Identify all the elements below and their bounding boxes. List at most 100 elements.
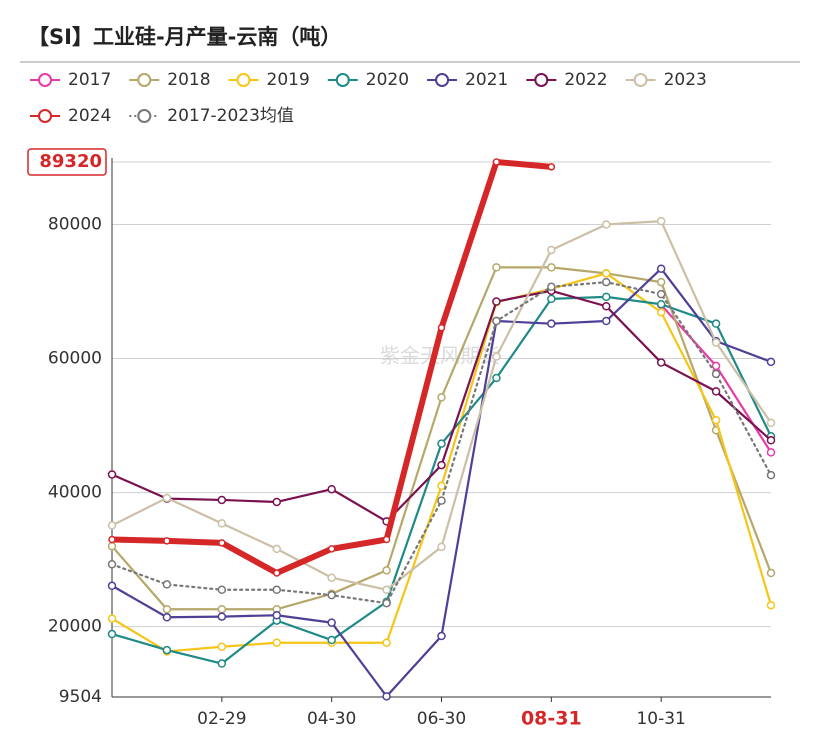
point (492, 158, 501, 166)
point (107, 521, 117, 530)
chart-title: 【SI】工业硅-月产量-云南（吨） (28, 25, 341, 49)
point (382, 598, 391, 608)
legend-icon (633, 73, 648, 87)
point (162, 604, 172, 614)
point (492, 352, 501, 361)
y-tick-label: 40000 (48, 483, 102, 503)
point (162, 645, 172, 655)
point (327, 635, 336, 645)
series-line (109, 159, 555, 577)
point (711, 338, 721, 347)
y-tick-label: 89320 (39, 151, 102, 172)
point (656, 299, 666, 309)
legend-label: 2024 (68, 106, 111, 126)
point (217, 659, 227, 668)
point (602, 220, 611, 229)
x-tick-label: 10-31 (636, 709, 685, 729)
point (656, 358, 666, 367)
x-tick-label: 06-30 (417, 709, 466, 729)
point (547, 263, 556, 272)
point (217, 585, 227, 595)
point (547, 319, 556, 328)
point (107, 629, 117, 639)
point (711, 369, 721, 379)
x-tick-label: 08-31 (521, 708, 582, 730)
point (492, 373, 501, 383)
point (217, 604, 227, 614)
point (602, 301, 611, 311)
point (766, 357, 776, 367)
point (656, 264, 666, 273)
legend-label: 2021 (465, 70, 508, 90)
point (382, 692, 391, 701)
point (437, 542, 446, 552)
point (327, 484, 336, 494)
point (217, 519, 227, 528)
legend-label: 2017 (68, 70, 111, 90)
point (382, 566, 391, 575)
point (107, 614, 117, 623)
point (162, 613, 172, 622)
x-tick-label: 04-30 (307, 709, 356, 729)
point (382, 535, 391, 544)
point (492, 263, 501, 272)
point (272, 585, 281, 595)
point (437, 460, 446, 470)
point (107, 560, 117, 569)
legend-label: 2017-2023均值 (167, 106, 294, 126)
legend-icon (137, 73, 152, 87)
point (766, 568, 776, 578)
point (217, 642, 227, 652)
x-tick-label: 02-29 (197, 709, 246, 729)
point (107, 541, 117, 551)
point (766, 448, 776, 457)
legend-icon (137, 109, 152, 123)
point (437, 631, 446, 641)
point (218, 539, 226, 547)
point (273, 569, 281, 577)
legend-icon (435, 73, 450, 87)
legend-icon (38, 73, 52, 87)
point (217, 612, 227, 621)
point (437, 323, 446, 332)
point (547, 245, 556, 255)
y-tick-label: 9504 (59, 687, 102, 707)
legend-icon (38, 109, 52, 123)
point (656, 216, 666, 226)
point (711, 319, 721, 328)
point (766, 470, 776, 480)
point (107, 581, 117, 591)
point (327, 545, 336, 553)
point (382, 638, 391, 647)
y-tick-label: 20000 (48, 617, 102, 637)
y-tick-label: 60000 (48, 349, 102, 369)
legend-icon (534, 73, 549, 87)
point (327, 573, 336, 582)
point (162, 580, 172, 589)
point (107, 470, 117, 479)
point (766, 600, 776, 610)
point (163, 537, 171, 545)
tick-highlight-box (27, 148, 107, 176)
legend-label: 2020 (366, 70, 409, 90)
legend-label: 2018 (167, 70, 210, 90)
legend-icon (335, 73, 350, 87)
point (602, 277, 611, 287)
point (437, 496, 446, 505)
point (492, 297, 501, 306)
point (547, 163, 556, 171)
point (272, 611, 281, 620)
point (437, 439, 446, 448)
point (382, 585, 391, 595)
point (437, 393, 446, 402)
point (272, 544, 281, 554)
y-tick-label: 80000 (48, 214, 102, 234)
legend-label: 2019 (267, 70, 310, 90)
point (547, 294, 556, 304)
point (272, 497, 281, 507)
point (656, 289, 666, 299)
point (656, 308, 666, 317)
legend-icon (236, 73, 251, 87)
point (492, 316, 501, 326)
